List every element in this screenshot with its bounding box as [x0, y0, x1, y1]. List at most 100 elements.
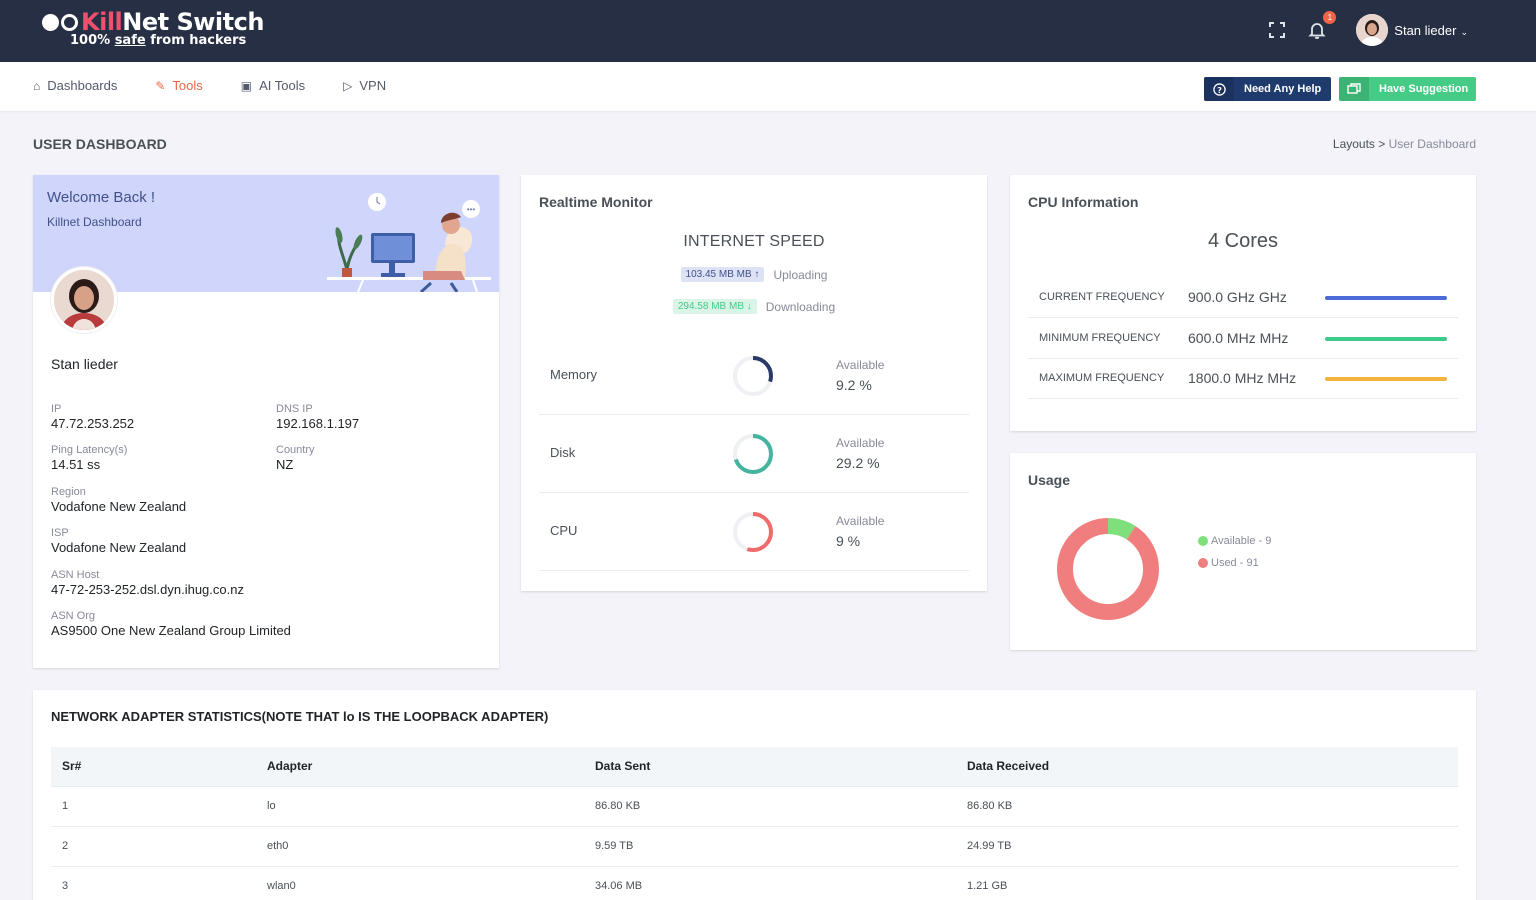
download-row: 294.58 MB MB ↓ Downloading — [521, 299, 987, 314]
breadcrumb-parent[interactable]: Layouts — [1332, 137, 1375, 151]
question-icon: ? — [1204, 77, 1234, 101]
nav-bar: ⌂ Dashboards ✎ Tools ▣ AI Tools ▷ VPN ? Need… — [0, 62, 1536, 111]
page-title: USER DASHBOARD — [33, 136, 167, 152]
upload-row: 103.45 MB MB ↑ Uploading — [521, 267, 987, 282]
disk-ring — [733, 434, 773, 474]
ip-field: IP 47.72.253.252 — [51, 403, 135, 431]
brand-kill: Kill — [81, 8, 123, 36]
user-name: Stan lieder — [1394, 22, 1457, 38]
tools-icon: ✎ — [155, 78, 166, 93]
notification-bell-icon[interactable]: 1 — [1304, 11, 1337, 43]
internet-speed-title: INTERNET SPEED — [683, 233, 825, 250]
network-adapter-table: Sr# Adapter Data Sent Data Received 1 lo 8… — [51, 747, 1458, 900]
memory-row: Memory Available 9.2 % — [539, 337, 969, 415]
nav-item-tools[interactable]: ✎ Tools — [155, 78, 203, 93]
country-field: Country NZ — [276, 444, 315, 472]
isp-field: ISP Vodafone New Zealand — [51, 527, 187, 555]
legend-dot-available — [1198, 536, 1208, 546]
memory-available: 9.2 % — [836, 377, 872, 393]
profile-banner: Welcome Back ! Killnet Dashboard ••• — [33, 175, 499, 292]
network-title: NETWORK ADAPTER STATISTICS(NOTE THAT lo … — [51, 709, 549, 724]
col-data-received: Data Received — [956, 747, 1458, 787]
upload-value: 103.45 MB MB ↑ — [680, 267, 765, 282]
nav-item-dashboards[interactable]: ⌂ Dashboards — [33, 78, 118, 93]
cpu-ring — [733, 512, 773, 552]
realtime-title: Realtime Monitor — [539, 194, 653, 210]
user-avatar[interactable] — [1356, 14, 1389, 46]
usage-card: Usage Available - 9 Used - 91 — [1010, 453, 1476, 650]
svg-text:•••: ••• — [467, 205, 476, 214]
memory-ring — [733, 356, 773, 396]
cpu-cores: 4 Cores — [1207, 230, 1279, 252]
legend-dot-used — [1198, 558, 1208, 568]
minimum-frequency-row: MINIMUM FREQUENCY 600.0 MHz MHz — [1028, 318, 1458, 359]
usage-donut-chart — [1057, 518, 1159, 620]
download-value: 294.58 MB MB ↓ — [672, 299, 757, 314]
brand-tagline: 100% safe from hackers — [70, 33, 247, 48]
col-data-sent: Data Sent — [584, 747, 956, 787]
minimum-frequency-value: 600.0 MHz MHz — [1188, 330, 1289, 346]
profile-name: Stan lieder — [51, 356, 118, 372]
brand-net: Net Switch — [122, 8, 264, 36]
legend-used[interactable]: Used - 91 — [1198, 557, 1259, 569]
robot-icon: ▣ — [240, 78, 253, 93]
brand-name: Kill Net Switch — [42, 8, 264, 36]
legend-available[interactable]: Available - 9 — [1198, 535, 1271, 547]
cpu-label: CPU — [550, 523, 578, 538]
cpu-title: CPU Information — [1028, 194, 1139, 210]
table-row: 3 wlan0 34.06 MB 1.21 GB — [51, 866, 1458, 900]
disk-row: Disk Available 29.2 % — [539, 415, 969, 493]
working-woman-illustration: ••• — [327, 193, 491, 292]
cpu-row: CPU Available 9 % — [539, 493, 969, 571]
table-header-row: Sr# Adapter Data Sent Data Received — [51, 747, 1458, 787]
cpu-information-card: CPU Information 4 Cores CURRENT FREQUENC… — [1010, 175, 1476, 431]
vpn-icon: ▷ — [343, 78, 353, 93]
col-adapter: Adapter — [256, 747, 584, 787]
usage-slice-used[interactable] — [1057, 518, 1159, 620]
maximum-frequency-row: MAXIMUM FREQUENCY 1800.0 MHz MHz — [1028, 358, 1458, 399]
have-suggestion-button[interactable]: Have Suggestion — [1339, 77, 1477, 101]
current-frequency-row: CURRENT FREQUENCY 900.0 GHz GHz — [1028, 277, 1458, 318]
nav-item-ai-tools[interactable]: ▣ AI Tools — [240, 78, 306, 93]
memory-label: Memory — [550, 367, 597, 382]
brand-logo[interactable]: Kill Net Switch 100% safe from hackers — [42, 8, 264, 48]
asn-org-field: ASN Org AS9500 One New Zealand Group Limi… — [51, 610, 291, 638]
network-adapter-card: NETWORK ADAPTER STATISTICS(NOTE THAT lo … — [33, 690, 1476, 900]
upload-label: Uploading — [773, 267, 828, 282]
disk-available: 29.2 % — [836, 455, 880, 471]
top-bar: Kill Net Switch 100% safe from hackers 1 … — [0, 0, 1536, 62]
notification-badge: 1 — [1323, 11, 1337, 24]
maximum-frequency-bar — [1325, 377, 1447, 381]
home-icon: ⌂ — [33, 78, 41, 93]
dns-ip-field: DNS IP 192.168.1.197 — [276, 403, 360, 431]
col-sr: Sr# — [51, 747, 256, 787]
profile-card: Welcome Back ! Killnet Dashboard ••• Sta… — [33, 175, 499, 668]
table-row: 1 lo 86.80 KB 86.80 KB — [51, 786, 1458, 827]
profile-avatar — [51, 267, 117, 333]
svg-text:?: ? — [1217, 84, 1222, 94]
fullscreen-icon[interactable] — [1264, 17, 1290, 43]
current-frequency-bar — [1325, 296, 1447, 300]
usage-title: Usage — [1028, 472, 1071, 488]
chevron-down-icon: ⌄ — [1460, 26, 1468, 37]
minimum-frequency-bar — [1325, 337, 1447, 341]
current-frequency-value: 900.0 GHz GHz — [1188, 289, 1287, 305]
breadcrumb: Layouts > User Dashboard — [1332, 137, 1476, 151]
message-icon — [1339, 77, 1369, 101]
nav-item-vpn[interactable]: ▷ VPN — [343, 78, 387, 93]
region-field: Region Vodafone New Zealand — [51, 486, 187, 514]
table-row: 2 eth0 9.59 TB 24.99 TB — [51, 826, 1458, 867]
realtime-monitor-card: Realtime Monitor INTERNET SPEED 103.45 M… — [521, 175, 987, 591]
ping-latency-field: Ping Latency(s) 14.51 ss — [51, 444, 128, 472]
need-help-button[interactable]: ? Need Any Help — [1204, 77, 1332, 101]
logo-circles-icon — [42, 13, 78, 31]
download-label: Downloading — [765, 299, 836, 314]
asn-host-field: ASN Host 47-72-253-252.dsl.dyn.ihug.co.nz — [51, 569, 244, 597]
welcome-title: Welcome Back ! — [47, 189, 156, 206]
maximum-frequency-value: 1800.0 MHz MHz — [1188, 370, 1297, 386]
breadcrumb-current: User Dashboard — [1388, 137, 1476, 151]
user-menu[interactable]: Stan lieder ⌄ — [1394, 23, 1468, 38]
welcome-subtitle: Killnet Dashboard — [47, 215, 142, 229]
disk-label: Disk — [550, 445, 576, 460]
cpu-available: 9 % — [836, 533, 861, 549]
